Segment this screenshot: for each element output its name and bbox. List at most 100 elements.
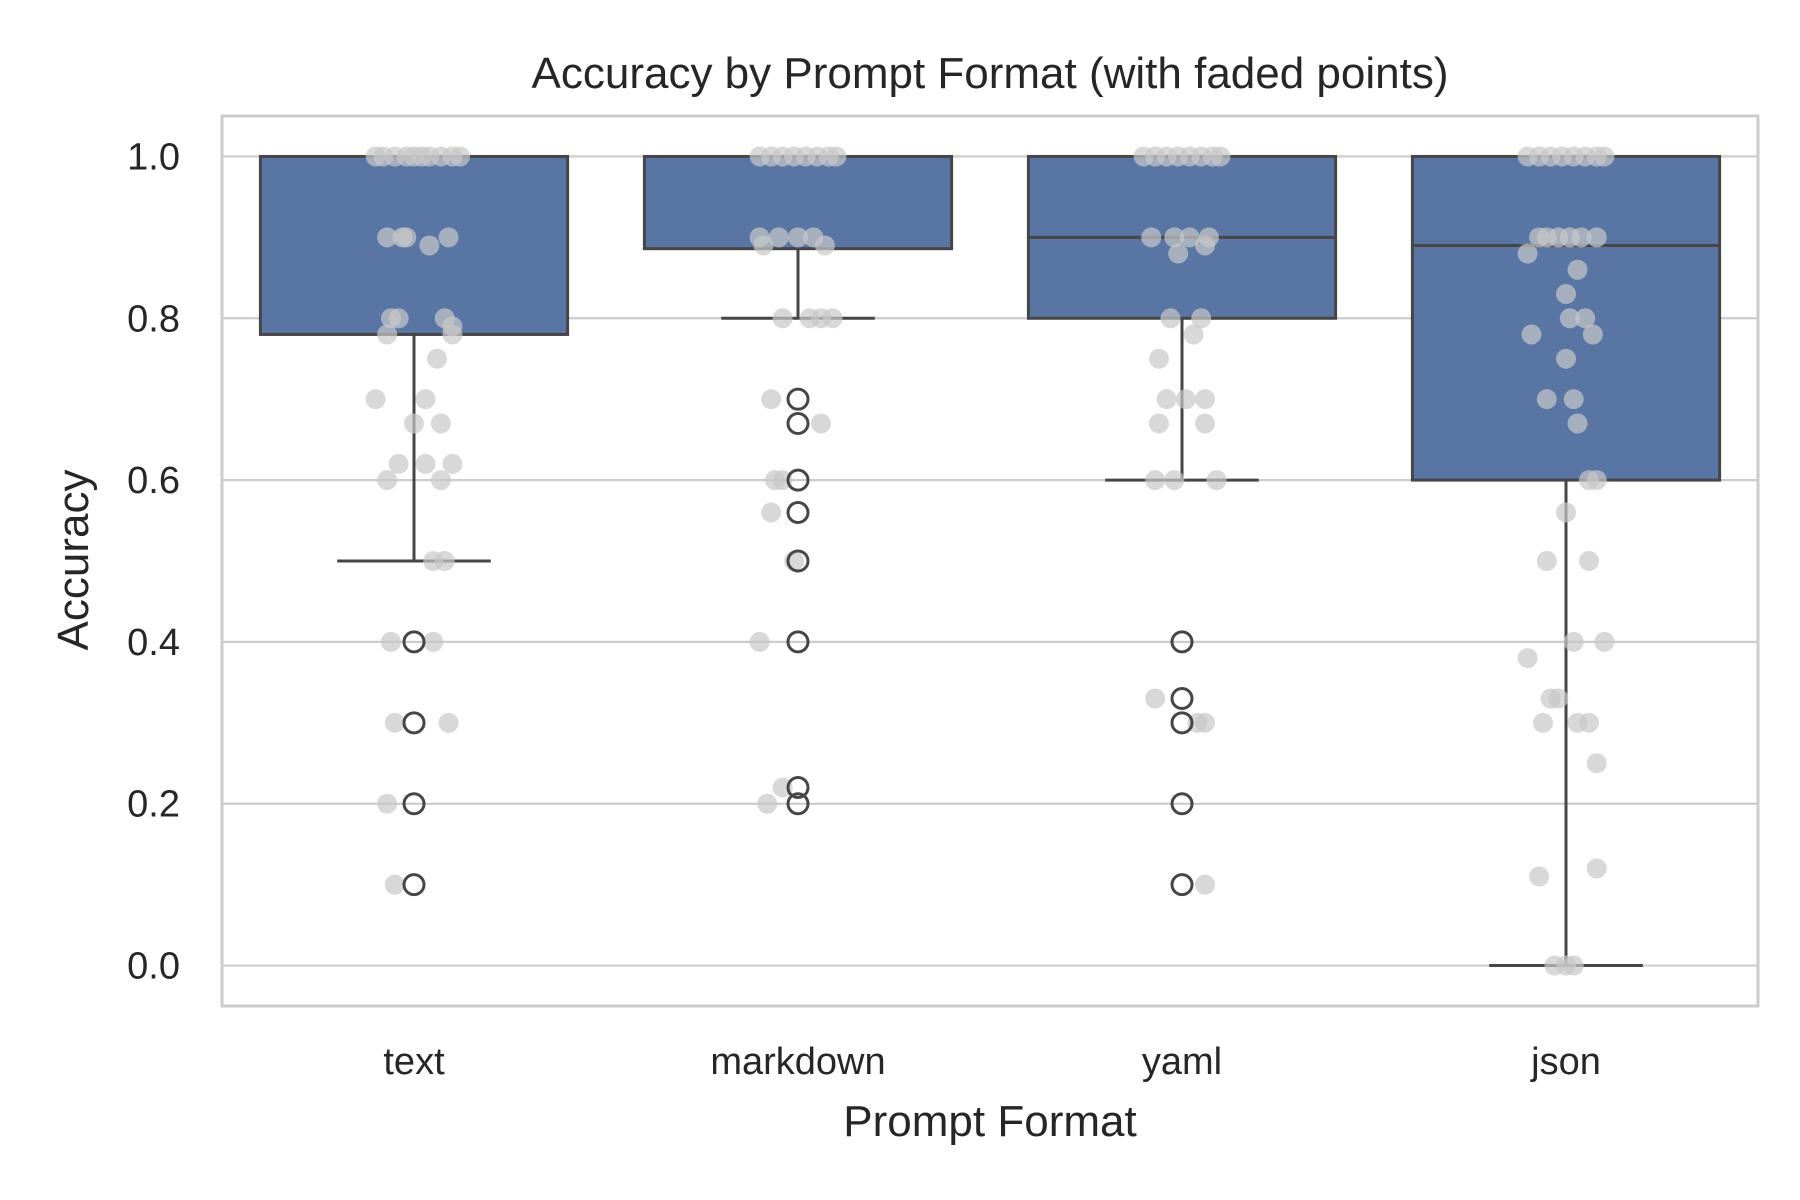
data-point	[1195, 874, 1216, 895]
data-point	[380, 631, 401, 652]
data-point	[772, 777, 793, 798]
outlier-point	[786, 500, 810, 524]
data-point	[811, 413, 832, 434]
data-point	[1521, 324, 1542, 345]
data-point	[1206, 470, 1227, 491]
data-point	[757, 793, 778, 814]
data-point	[396, 227, 417, 248]
outlier-point	[1170, 792, 1194, 816]
data-point	[1179, 227, 1200, 248]
data-point	[1517, 648, 1538, 669]
data-point	[1145, 688, 1166, 709]
data-point	[1148, 413, 1169, 434]
data-point	[415, 453, 436, 474]
data-point	[438, 712, 459, 733]
y-tick-label: 0.4	[127, 622, 180, 664]
data-point	[430, 413, 451, 434]
data-point	[749, 631, 770, 652]
data-point	[1210, 146, 1231, 167]
box-iqr	[258, 154, 570, 336]
data-point	[1517, 243, 1538, 264]
y-tick-label: 0.0	[127, 946, 180, 988]
data-point	[1567, 259, 1588, 280]
data-point	[1145, 470, 1166, 491]
data-point	[1586, 858, 1607, 879]
plot-frame	[220, 114, 1760, 1008]
data-point	[1148, 348, 1169, 369]
data-point	[1579, 712, 1600, 733]
outlier-point	[402, 711, 426, 735]
x-tick-labels: text markdown yaml json	[383, 1041, 1600, 1083]
data-point	[442, 324, 463, 345]
outlier-point	[786, 549, 810, 573]
data-point	[377, 793, 398, 814]
data-point	[1156, 389, 1177, 410]
outlier-point	[1170, 630, 1194, 654]
outlier-point	[786, 776, 810, 800]
data-point	[814, 235, 835, 256]
data-point	[1563, 631, 1584, 652]
data-point	[388, 308, 409, 329]
data-point	[1586, 227, 1607, 248]
data-point	[419, 235, 440, 256]
data-point	[788, 227, 808, 248]
data-point	[415, 389, 436, 410]
data-point	[1175, 389, 1196, 410]
data-point	[1579, 551, 1600, 571]
data-point	[1548, 688, 1569, 709]
data-point	[1586, 753, 1607, 774]
outlier-point	[786, 411, 810, 435]
data-point	[384, 874, 405, 895]
data-point	[1191, 308, 1212, 329]
data-point	[1195, 413, 1216, 434]
data-point	[1563, 389, 1584, 410]
y-tick-label: 0.6	[127, 460, 180, 502]
outlier-point	[1170, 687, 1194, 711]
data-point	[1536, 389, 1557, 410]
data-point	[1536, 551, 1557, 571]
data-point	[822, 308, 843, 329]
x-tick-label: yaml	[1142, 1041, 1222, 1083]
outlier-point	[402, 630, 426, 654]
data-point	[1195, 389, 1216, 410]
outlier-point	[786, 792, 810, 816]
data-point	[768, 227, 789, 248]
outlier-point	[1170, 711, 1194, 735]
x-tick-label: text	[383, 1041, 445, 1083]
data-point	[384, 712, 405, 733]
x-tick-label: markdown	[710, 1041, 885, 1083]
data-point	[1575, 308, 1596, 329]
data-point	[427, 348, 448, 369]
data-point	[1594, 146, 1615, 167]
outlier-point	[402, 873, 426, 897]
data-point	[772, 308, 793, 329]
data-point	[1594, 631, 1615, 652]
data-point	[388, 453, 409, 474]
data-point	[1556, 502, 1576, 523]
chart-title: Accuracy by Prompt Format (with faded po…	[532, 49, 1449, 98]
data-point	[761, 502, 782, 523]
y-axis-label: Accuracy	[49, 470, 98, 651]
y-tick-label: 0.8	[127, 298, 180, 340]
data-point	[450, 146, 471, 167]
data-point	[1563, 955, 1584, 976]
data-point	[1183, 324, 1204, 345]
data-point	[377, 470, 398, 491]
data-point	[1571, 227, 1592, 248]
data-point	[1160, 308, 1181, 329]
data-point	[753, 235, 774, 256]
points-layer	[365, 146, 1615, 976]
outliers-layer	[402, 387, 1194, 897]
data-point	[1195, 712, 1216, 733]
data-point	[1195, 235, 1216, 256]
data-point	[377, 227, 398, 248]
data-point	[1582, 324, 1603, 345]
data-point	[404, 413, 424, 434]
data-point	[826, 146, 847, 167]
outlier-point	[402, 792, 426, 816]
outlier-point	[786, 387, 810, 411]
data-point	[423, 631, 444, 652]
data-point	[1164, 470, 1185, 491]
data-point	[1567, 413, 1588, 434]
y-tick-label: 0.2	[127, 784, 180, 826]
